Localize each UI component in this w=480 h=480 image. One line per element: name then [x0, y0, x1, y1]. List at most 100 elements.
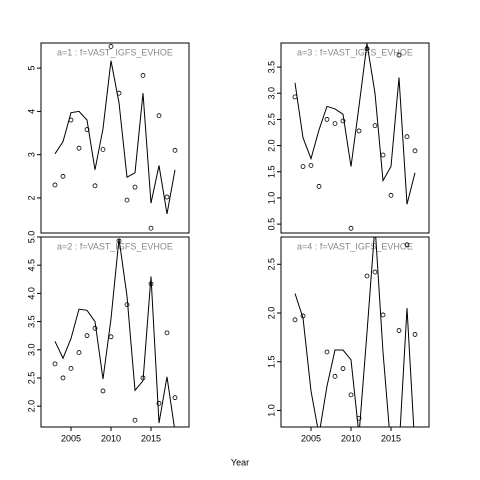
panel-title: a=1 : f=VAST_IGFS_EVHOE	[57, 47, 173, 57]
data-point	[172, 395, 178, 401]
plot-area	[292, 237, 418, 427]
data-point	[372, 123, 378, 129]
data-point	[164, 194, 170, 200]
data-point	[108, 44, 114, 49]
panel-title: a=4 : f=VAST_IGFS_EVHOE	[297, 241, 413, 251]
data-point	[292, 94, 298, 100]
data-point	[324, 117, 330, 122]
data-point	[404, 134, 410, 140]
x-tick-label: 2015	[381, 433, 401, 443]
data-point	[76, 145, 82, 151]
data-point	[84, 333, 90, 339]
data-point	[396, 328, 402, 333]
data-point	[92, 183, 98, 189]
data-point	[340, 118, 346, 124]
panel: a=4 : f=VAST_IGFS_EVHOE 1.0 1.5 2.0 2.5 2005 2…	[266, 236, 430, 443]
data-point	[380, 312, 386, 318]
data-point	[84, 127, 90, 132]
y-tick-label: 4.0	[26, 287, 36, 300]
y-tick-label: 4.5	[26, 259, 36, 272]
y-tick-label: 1.5	[266, 166, 276, 179]
panel-frame	[40, 236, 190, 428]
data-point	[396, 52, 402, 58]
panel: a=3 : f=VAST_IGFS_EVHOE 0.5 1.0 1.5 2.0 2.5 3.…	[266, 42, 430, 234]
plot-area	[292, 43, 418, 231]
y-tick-label: 3.0	[266, 87, 276, 100]
data-point	[412, 148, 418, 154]
data-point	[100, 147, 106, 152]
fit-line	[294, 43, 416, 205]
data-point	[156, 400, 162, 406]
data-point	[412, 332, 418, 337]
data-point	[372, 269, 378, 275]
y-tick-label: 1.0	[266, 404, 276, 417]
data-point	[108, 334, 114, 340]
plot-area	[52, 238, 178, 427]
data-point	[356, 415, 362, 421]
data-point	[76, 350, 82, 355]
data-point	[60, 375, 66, 381]
y-tick-label: 4	[26, 109, 36, 114]
data-point	[148, 281, 154, 287]
x-axis-label: Year	[231, 457, 249, 467]
data-point	[332, 121, 338, 127]
data-point	[124, 197, 130, 203]
panel-title: a=2 : f=VAST_IGFS_EVHOE	[57, 241, 173, 251]
data-point	[348, 225, 354, 231]
data-point	[68, 365, 74, 371]
x-tick-label: 2010	[341, 433, 361, 443]
data-point	[172, 147, 178, 153]
data-point	[132, 417, 138, 423]
data-point	[116, 238, 122, 244]
data-point	[60, 173, 66, 179]
data-point	[380, 152, 386, 158]
data-point	[364, 46, 370, 52]
data-point	[52, 361, 58, 367]
panel: a=1 : f=VAST_IGFS_EVHOE 2 3 4 5	[26, 42, 190, 234]
data-point	[156, 113, 162, 119]
data-point	[140, 73, 146, 78]
data-point	[100, 388, 106, 394]
y-tick-label: 3.5	[26, 315, 36, 328]
data-point	[348, 392, 354, 398]
y-tick-label: 2.0	[266, 139, 276, 152]
panel-frame	[280, 236, 430, 428]
x-tick-label: 2010	[101, 433, 121, 443]
fit-line	[54, 238, 175, 427]
data-point	[124, 302, 130, 308]
y-tick-label: 3.5	[266, 61, 276, 74]
data-point	[364, 273, 370, 279]
panel-frame	[40, 42, 190, 234]
data-point	[332, 373, 338, 379]
data-point	[68, 117, 74, 123]
data-point	[316, 184, 322, 189]
data-point	[52, 182, 58, 188]
data-point	[356, 128, 362, 134]
data-point	[308, 163, 314, 168]
x-tick-label: 2005	[301, 433, 321, 443]
y-tick-label: 5	[26, 66, 36, 71]
y-tick-label: 0.5	[266, 218, 276, 231]
data-point	[140, 375, 146, 381]
y-tick-label: 2.0	[266, 307, 276, 320]
y-tick-label: 1.5	[266, 355, 276, 368]
x-tick-label: 2005	[61, 433, 81, 443]
x-tick-label: 2015	[141, 433, 161, 443]
fit-line	[294, 237, 415, 427]
data-point	[300, 313, 306, 319]
y-tick-label: 2.5	[26, 372, 36, 385]
data-point	[300, 164, 306, 169]
data-point	[292, 317, 298, 323]
y-tick-label: 3	[26, 152, 36, 157]
data-point	[404, 242, 410, 248]
y-tick-label: 2.0	[26, 400, 36, 413]
y-tick-label: 5.0	[26, 231, 36, 244]
data-point	[92, 325, 98, 331]
data-point	[148, 225, 154, 231]
y-tick-label: 2.5	[266, 258, 276, 271]
y-tick-label: 2	[26, 195, 36, 200]
panel-frame	[280, 42, 430, 234]
y-tick-label: 2.5	[266, 113, 276, 126]
data-point	[324, 349, 330, 355]
